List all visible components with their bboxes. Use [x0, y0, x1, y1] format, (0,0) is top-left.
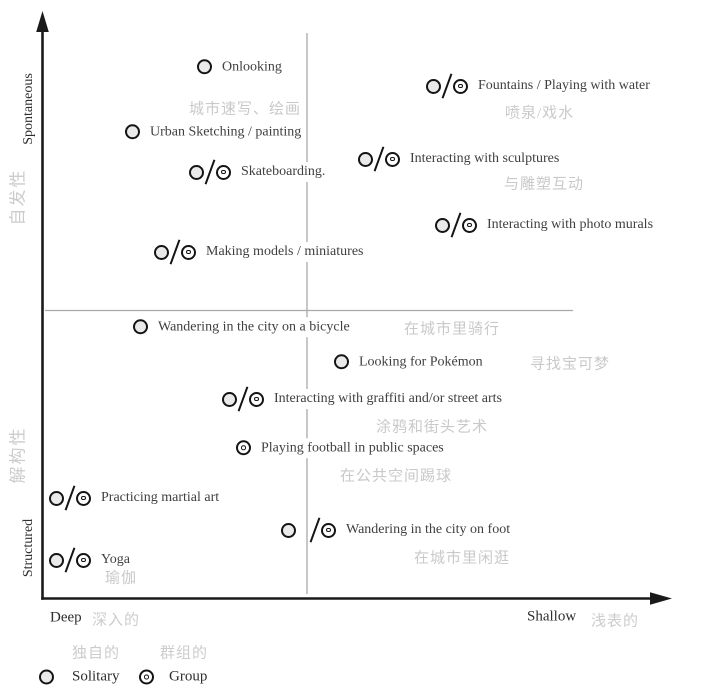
legend-solitary-zh: 独自的 — [72, 645, 121, 662]
activity-item-onlooking: Onlooking — [197, 57, 284, 77]
solitary-icon — [281, 522, 296, 538]
activity-item-photo-murals: Interacting with photo murals — [435, 212, 656, 238]
y-axis-label-spontaneous-zh: 自发性 — [8, 168, 28, 226]
group-icon — [236, 440, 251, 456]
activity-item-wandering-foot: Wandering in the city on foot — [281, 517, 513, 543]
solitary-icon — [426, 78, 441, 94]
x-axis-arrow-icon — [650, 592, 672, 605]
activity-item-sculptures: Interacting with sculptures — [358, 146, 562, 172]
activity-label: Onlooking — [220, 57, 284, 77]
activity-label-zh: 与雕塑互动 — [502, 172, 587, 194]
group-dot-icon — [467, 222, 472, 228]
x-axis-label-shallow: Shallow — [527, 608, 577, 625]
solitary-icon — [125, 124, 140, 140]
activity-label: Wandering in the city on a bicycle — [156, 317, 352, 337]
group-icon — [181, 244, 196, 260]
y-axis-arrow-icon — [36, 11, 49, 32]
activity-item-making-models: Making models / miniatures — [154, 239, 366, 265]
group-dot-icon — [221, 169, 226, 175]
group-dot-icon — [458, 83, 463, 89]
activity-label-zh: 瑜伽 — [103, 566, 140, 588]
solitary-icon — [49, 490, 64, 506]
legend-group-label: Group — [169, 668, 208, 685]
x-axis-label-shallow-zh: 浅表的 — [591, 613, 640, 630]
activity-label: Interacting with sculptures — [408, 149, 562, 169]
activity-item-skateboarding: Skateboarding. — [189, 159, 328, 185]
activity-label-zh: 喷泉/戏水 — [503, 101, 577, 123]
activity-label: Practicing martial art — [99, 488, 222, 508]
activity-item-martial-art: Practicing martial art — [49, 485, 222, 511]
activity-label-zh: 在城市里骑行 — [402, 317, 503, 339]
y-axis-label-spontaneous: Spontaneous — [21, 73, 36, 145]
group-icon — [249, 391, 264, 407]
activity-label: Interacting with photo murals — [485, 215, 656, 235]
activity-label: Making models / miniatures — [204, 242, 366, 262]
activity-item-fountains: Fountains / Playing with water — [426, 73, 652, 99]
group-icon — [76, 552, 91, 568]
solitary-icon — [334, 354, 349, 370]
slash-icon — [309, 517, 321, 543]
solitary-icon — [435, 217, 450, 233]
group-icon — [139, 669, 154, 685]
group-dot-icon — [241, 445, 246, 451]
solitary-icon — [189, 164, 204, 180]
group-dot-icon — [144, 674, 149, 680]
solitary-icon — [154, 244, 169, 260]
activity-label: Yoga — [99, 550, 132, 570]
group-dot-icon — [326, 527, 331, 533]
activity-label: Fountains / Playing with water — [476, 76, 652, 96]
slash-icon — [169, 239, 181, 265]
slash-icon — [64, 547, 76, 573]
x-axis-label-deep: Deep — [50, 609, 82, 626]
group-icon — [385, 151, 400, 167]
activity-item-pokemon: Looking for Pokémon — [334, 352, 485, 372]
group-dot-icon — [254, 396, 259, 402]
slash-icon — [441, 73, 453, 99]
activity-item-bicycle: Wandering in the city on a bicycle — [133, 317, 352, 337]
slash-icon — [237, 386, 249, 412]
activity-label: Interacting with graffiti and/or street … — [272, 389, 504, 409]
group-icon — [453, 78, 468, 94]
group-dot-icon — [390, 156, 395, 162]
y-axis-label-structured: Structured — [21, 518, 36, 578]
legend-group-zh: 群组的 — [160, 645, 209, 662]
activity-item-yoga: Yoga — [49, 547, 132, 573]
activity-item-football: Playing football in public spaces — [236, 438, 446, 458]
activity-item-urban-sketching: Urban Sketching / painting — [125, 122, 304, 142]
group-icon — [321, 522, 336, 538]
solitary-icon — [39, 669, 54, 685]
group-icon — [216, 164, 231, 180]
activity-label: Playing football in public spaces — [259, 438, 446, 458]
activity-label-zh: 在公共空间踢球 — [338, 464, 455, 486]
solitary-icon — [358, 151, 373, 167]
activity-label: Looking for Pokémon — [357, 352, 485, 372]
group-icon — [76, 490, 91, 506]
y-axis-label-structured-zh: 解构性 — [8, 426, 28, 484]
slash-icon — [204, 159, 216, 185]
slash-icon — [373, 146, 385, 172]
solitary-icon — [49, 552, 64, 568]
activity-label: Urban Sketching / painting — [148, 122, 304, 142]
activity-label-zh: 寻找宝可梦 — [528, 352, 613, 374]
activity-item-graffiti: Interacting with graffiti and/or street … — [222, 386, 504, 412]
activity-label-zh: 在城市里闲逛 — [412, 546, 513, 568]
slash-icon — [450, 212, 462, 238]
activity-label-zh: 涂鸦和街头艺术 — [374, 415, 491, 437]
group-dot-icon — [81, 495, 86, 501]
solitary-icon — [133, 319, 148, 335]
slash-icon — [64, 485, 76, 511]
activity-label: Wandering in the city on foot — [344, 520, 513, 540]
solitary-icon — [222, 391, 237, 407]
group-icon — [462, 217, 477, 233]
x-axis-label-deep-zh: 深入的 — [92, 612, 141, 629]
activity-label: Skateboarding. — [239, 162, 328, 182]
group-dot-icon — [186, 249, 191, 255]
activity-label-zh: 城市速写、绘画 — [187, 97, 304, 119]
solitary-icon — [197, 59, 212, 75]
legend-solitary-label: Solitary — [72, 668, 120, 685]
group-dot-icon — [81, 557, 86, 563]
